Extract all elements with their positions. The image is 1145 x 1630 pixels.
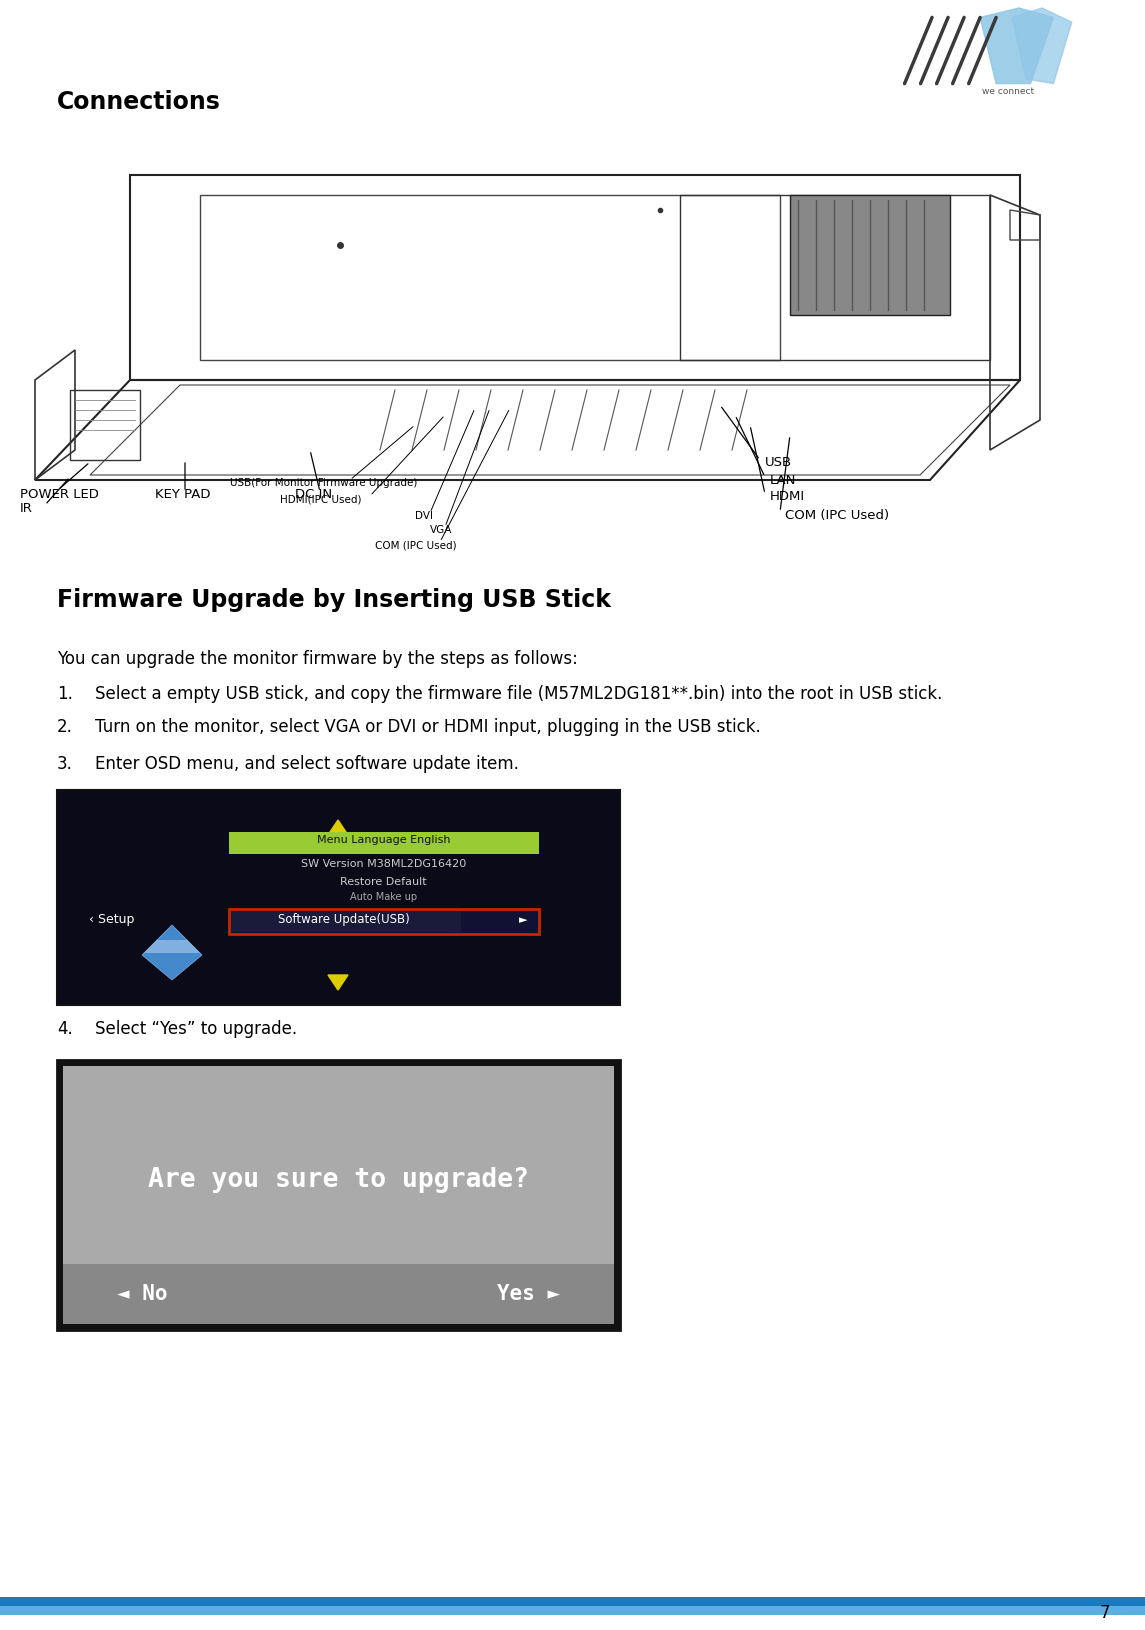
Text: USB: USB [765, 456, 792, 469]
Text: 1.: 1. [57, 685, 73, 703]
Polygon shape [142, 924, 202, 980]
Text: 4.: 4. [57, 1020, 73, 1038]
FancyBboxPatch shape [230, 911, 460, 932]
Text: You can upgrade the monitor firmware by the steps as follows:: You can upgrade the monitor firmware by … [57, 650, 578, 668]
Polygon shape [327, 820, 348, 835]
Text: Are you sure to upgrade?: Are you sure to upgrade? [148, 1167, 529, 1193]
Text: KEY PAD: KEY PAD [155, 489, 211, 502]
Text: Restore Default: Restore Default [340, 877, 427, 887]
FancyBboxPatch shape [63, 1263, 614, 1324]
Polygon shape [980, 8, 1053, 83]
Text: Select “Yes” to upgrade.: Select “Yes” to upgrade. [95, 1020, 297, 1038]
Text: ►: ► [520, 914, 528, 924]
Text: 3.: 3. [57, 755, 73, 773]
Text: SW Version M38ML2DG16420: SW Version M38ML2DG16420 [301, 859, 466, 869]
Text: we connect: we connect [981, 86, 1034, 96]
Text: Software Update(USB): Software Update(USB) [278, 913, 410, 926]
Text: IR: IR [19, 502, 33, 515]
FancyBboxPatch shape [0, 1606, 1145, 1615]
Text: DVI: DVI [414, 510, 433, 522]
FancyBboxPatch shape [57, 791, 619, 1006]
Text: POWER LED: POWER LED [19, 487, 98, 500]
Text: ‹ Setup: ‹ Setup [89, 913, 135, 926]
FancyBboxPatch shape [790, 196, 950, 315]
FancyBboxPatch shape [229, 910, 538, 934]
Text: DC IN: DC IN [295, 489, 332, 502]
Text: COM (IPC Used): COM (IPC Used) [785, 509, 890, 522]
Text: Enter OSD menu, and select software update item.: Enter OSD menu, and select software upda… [95, 755, 519, 773]
Text: HDMI(IPC Used): HDMI(IPC Used) [281, 494, 362, 504]
Text: LAN: LAN [769, 473, 797, 486]
FancyBboxPatch shape [57, 1060, 619, 1330]
Text: 7: 7 [1099, 1604, 1110, 1622]
FancyBboxPatch shape [0, 1597, 1145, 1606]
FancyBboxPatch shape [229, 831, 538, 854]
Text: Connections: Connections [57, 90, 221, 114]
Text: Firmware Upgrade by Inserting USB Stick: Firmware Upgrade by Inserting USB Stick [57, 588, 611, 611]
Polygon shape [1012, 8, 1072, 83]
Polygon shape [144, 941, 200, 954]
Polygon shape [327, 975, 348, 989]
Text: Auto Make up: Auto Make up [350, 892, 417, 901]
Text: USB(For Monitor Firmware Upgrade): USB(For Monitor Firmware Upgrade) [230, 478, 418, 487]
FancyBboxPatch shape [63, 1066, 614, 1324]
Text: Menu Language English: Menu Language English [317, 835, 450, 844]
Text: Turn on the monitor, select VGA or DVI or HDMI input, plugging in the USB stick.: Turn on the monitor, select VGA or DVI o… [95, 717, 760, 737]
Text: Yes ►: Yes ► [497, 1284, 560, 1304]
Text: VGA: VGA [431, 525, 452, 535]
Text: COM (IPC Used): COM (IPC Used) [376, 540, 457, 549]
Text: HDMI: HDMI [769, 491, 805, 504]
Text: ◄ No: ◄ No [117, 1284, 167, 1304]
Text: 2.: 2. [57, 717, 73, 737]
Text: Select a empty USB stick, and copy the firmware file (M57ML2DG181**.bin) into th: Select a empty USB stick, and copy the f… [95, 685, 942, 703]
